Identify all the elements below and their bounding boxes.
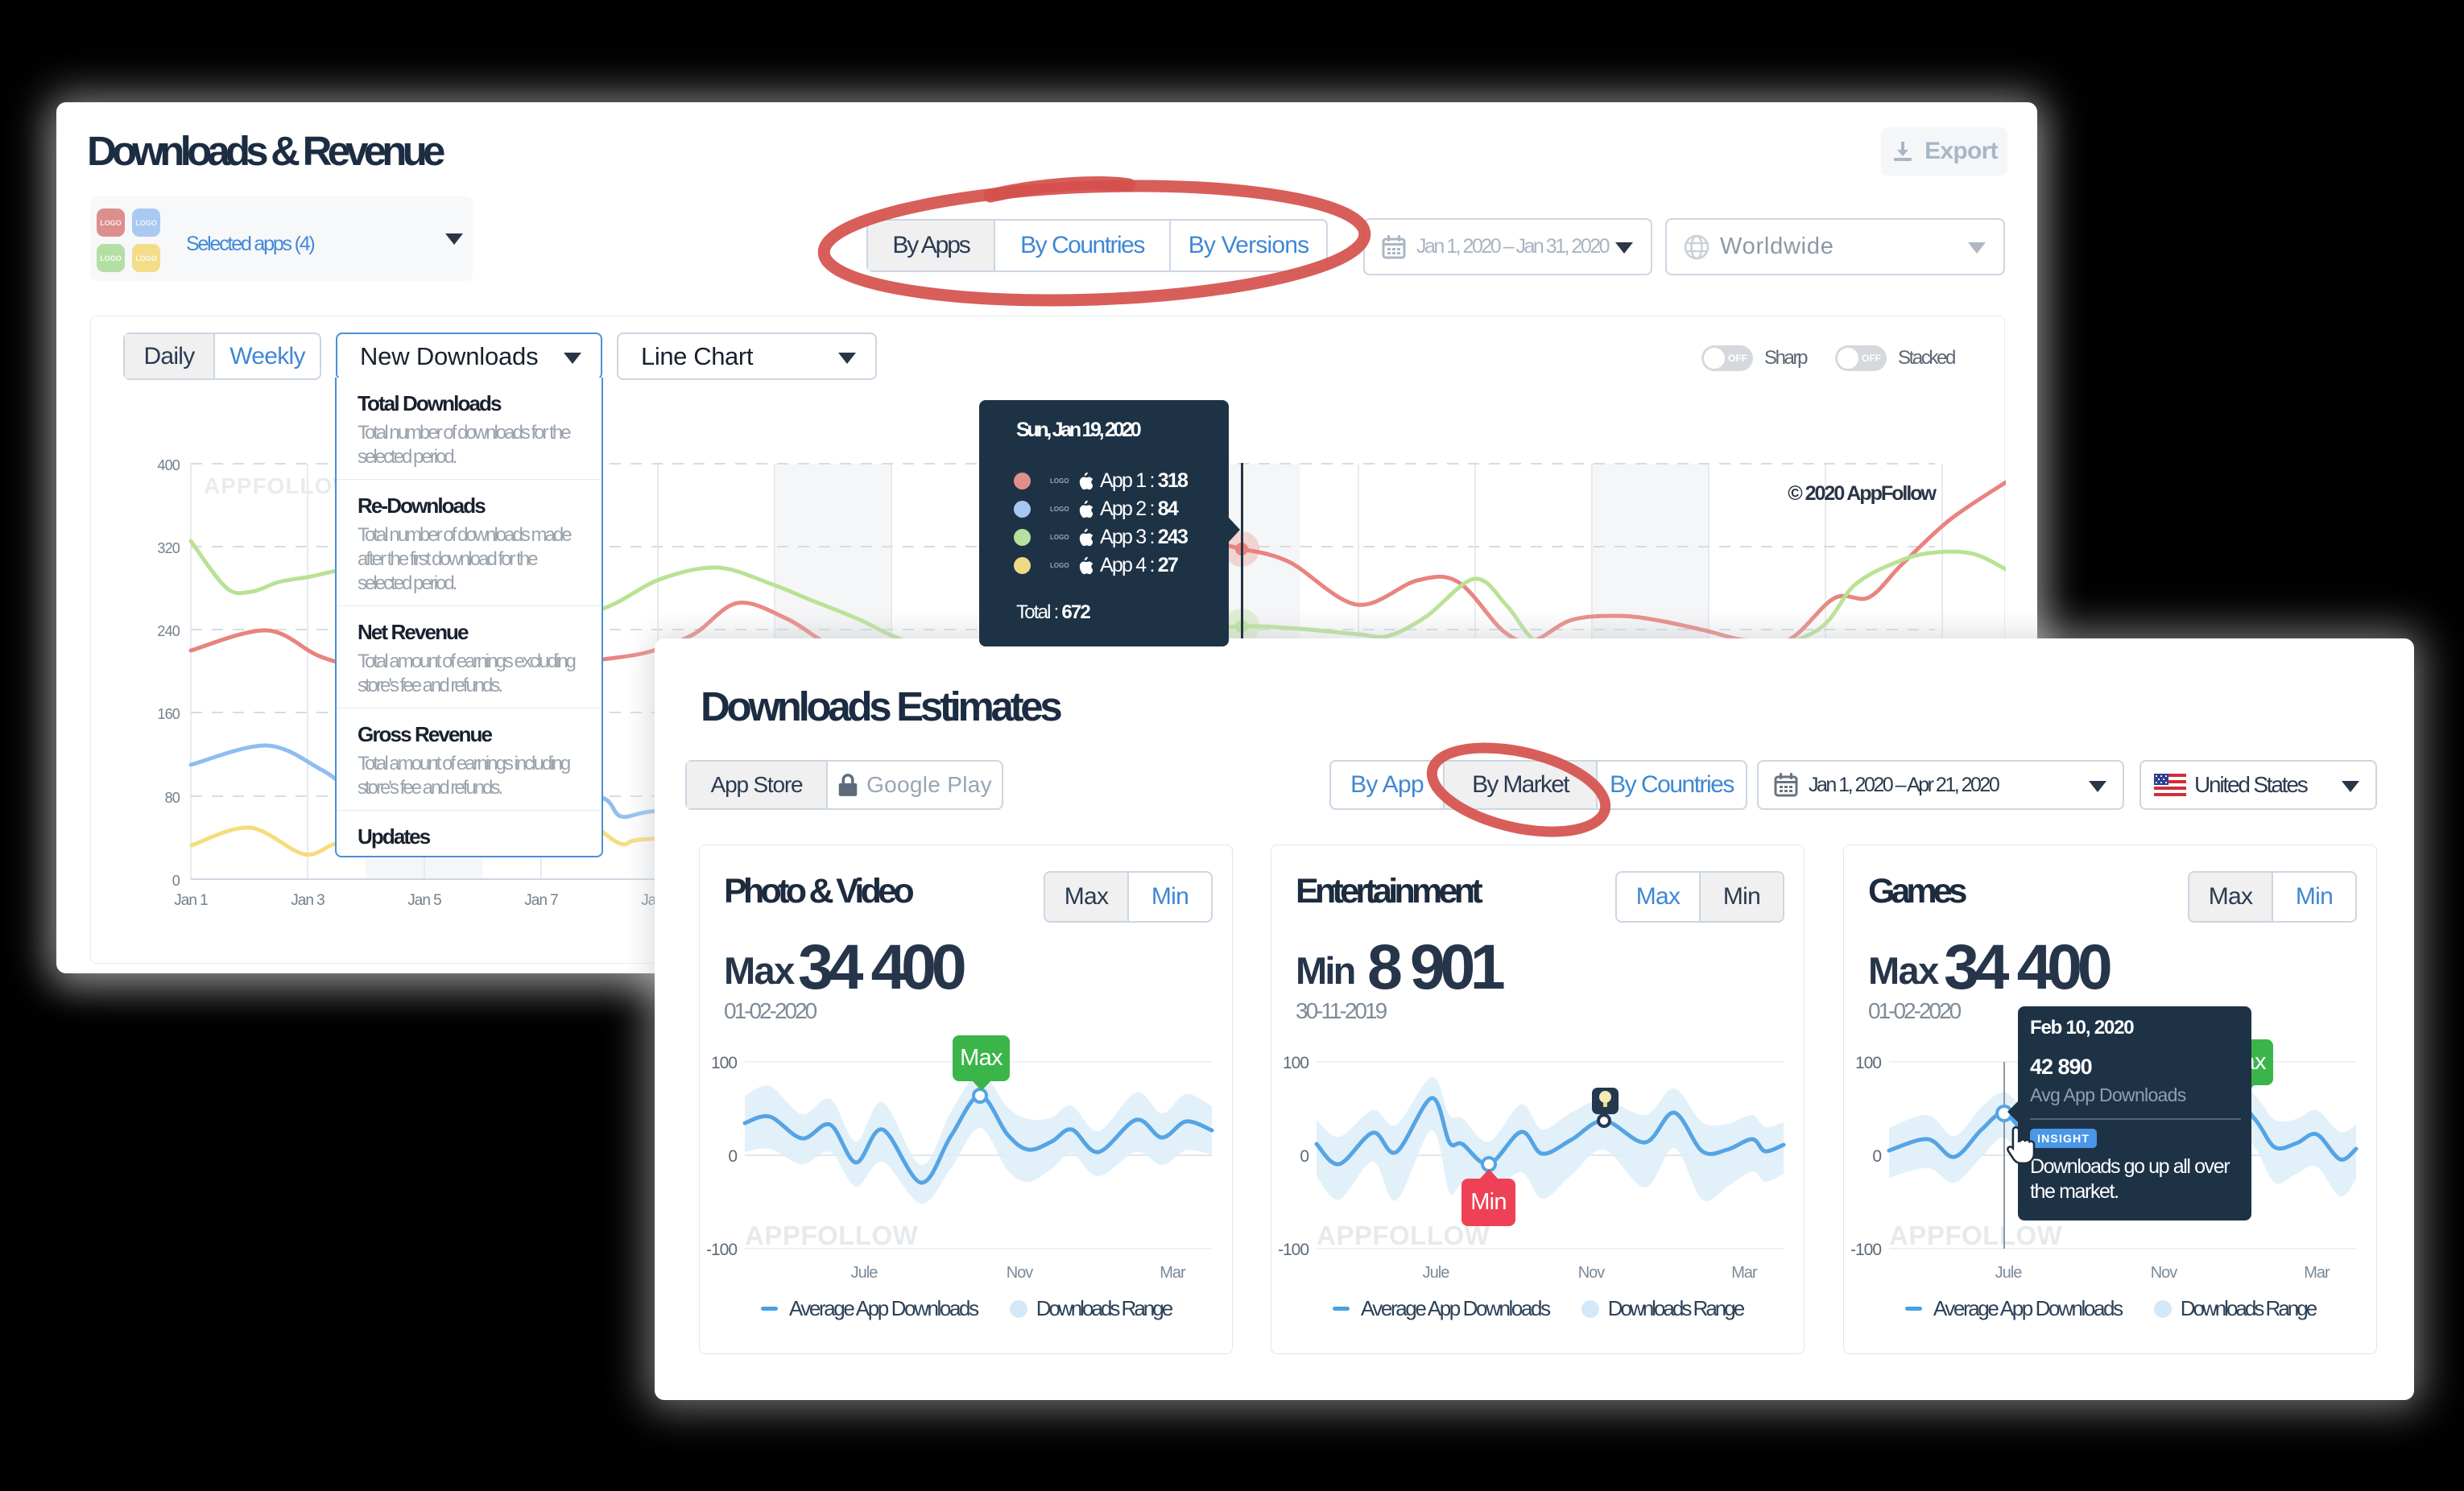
svg-text:100: 100 [1283, 1054, 1308, 1072]
svg-text:Jule: Jule [851, 1264, 879, 1280]
svg-text:APPFOLLOW: APPFOLLOW [1889, 1220, 2063, 1250]
svg-text:Jule: Jule [1995, 1264, 2023, 1280]
svg-text:-100: -100 [706, 1241, 737, 1259]
svg-text:Nov: Nov [1007, 1264, 1034, 1280]
svg-text:0: 0 [1872, 1147, 1881, 1166]
svg-text:Jule: Jule [1423, 1264, 1450, 1280]
svg-text:80: 80 [165, 790, 180, 806]
svg-text:100: 100 [711, 1054, 737, 1072]
svg-text:Mar: Mar [1160, 1264, 1186, 1280]
svg-text:© 2020 AppFollow: © 2020 AppFollow [1788, 482, 1937, 505]
svg-text:Nov: Nov [2151, 1264, 2178, 1280]
svg-text:0: 0 [1300, 1147, 1308, 1166]
svg-text:APPFOLLOW: APPFOLLOW [745, 1220, 919, 1250]
svg-text:Jan 7: Jan 7 [524, 892, 558, 909]
svg-text:Mar: Mar [2304, 1264, 2330, 1280]
svg-text:0: 0 [172, 873, 180, 889]
svg-text:APPFOLLOW: APPFOLLOW [204, 473, 355, 498]
svg-text:0: 0 [728, 1147, 737, 1166]
svg-text:APPFOLLOW: APPFOLLOW [1317, 1220, 1490, 1250]
svg-text:Jan 3: Jan 3 [291, 892, 325, 909]
svg-text:160: 160 [157, 706, 180, 722]
svg-text:Mar: Mar [1731, 1264, 1758, 1280]
svg-text:400: 400 [157, 457, 180, 473]
svg-text:Jan 5: Jan 5 [407, 892, 441, 909]
svg-text:-100: -100 [1278, 1241, 1308, 1259]
svg-text:Jan 1: Jan 1 [174, 892, 208, 909]
svg-text:-100: -100 [1850, 1241, 1881, 1259]
svg-text:320: 320 [157, 540, 180, 556]
svg-text:Nov: Nov [1578, 1264, 1606, 1280]
svg-text:100: 100 [1855, 1054, 1881, 1072]
svg-text:240: 240 [157, 623, 180, 639]
